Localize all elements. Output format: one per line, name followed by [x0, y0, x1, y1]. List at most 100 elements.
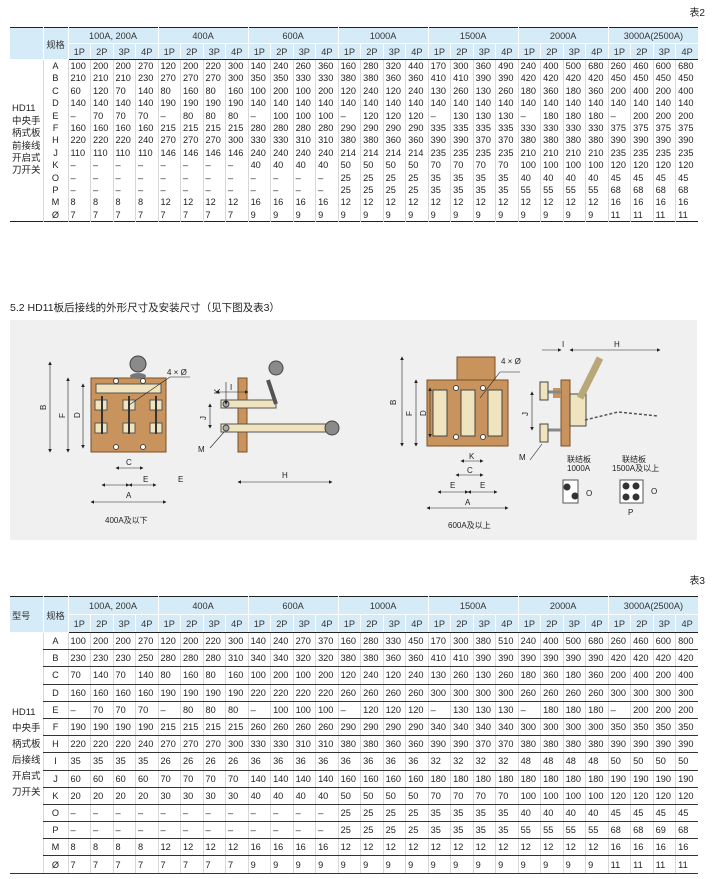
value-cell: 280 — [270, 122, 294, 135]
value-cell: 9 — [517, 208, 541, 222]
value-cell: 375 — [652, 122, 676, 135]
dimension-diagram-panel: B F D C E E A 4 × Ø 400A及以下 — [10, 320, 697, 540]
table-row: F 160 160 160 160 215 215 215 215 280 280 280 280 290… — [10, 122, 699, 135]
value-cell: 280 — [315, 122, 339, 135]
value-cell: 160 — [337, 59, 361, 73]
value-cell: 200 — [652, 109, 676, 123]
pole-header: 2P — [360, 614, 384, 633]
value-cell: 40 — [540, 171, 564, 185]
spec-cell: B — [42, 72, 68, 85]
value-cell: 160 — [382, 770, 406, 788]
value-cell: – — [315, 821, 339, 840]
value-cell: 9 — [292, 208, 316, 222]
value-cell: 420 — [585, 72, 609, 85]
value-cell: 235 — [652, 146, 676, 160]
link-plate-1000a: 联结板 1000A O — [562, 454, 592, 504]
value-cell: 290 — [337, 718, 361, 737]
spec-header: 规格 — [42, 596, 68, 633]
value-cell: 7 — [112, 208, 136, 222]
value-cell: 9 — [360, 208, 384, 222]
value-cell: 200 — [90, 632, 113, 651]
dim-label-j: J — [521, 412, 530, 416]
value-cell: 30 — [225, 787, 249, 805]
holes-label: 4 × Ø — [501, 357, 521, 366]
value-cell: 12 — [382, 838, 406, 857]
value-cell: 340 — [427, 718, 451, 737]
table-row: Ø 7 7 7 7 7 7 7 7 9 9 9 9 9 9 9 9 9 9 9 9 9 9 9 9 11 11 11 11 — [10, 855, 699, 874]
value-cell: – — [225, 804, 249, 823]
value-cell: 9 — [450, 855, 474, 874]
value-cell: 7 — [225, 855, 249, 874]
value-cell: 260 — [405, 684, 429, 702]
value-cell: – — [135, 159, 159, 172]
value-cell: 12 — [517, 838, 541, 857]
value-cell: 140 — [292, 770, 316, 788]
value-cell: – — [225, 171, 249, 185]
value-cell: 360 — [382, 134, 406, 147]
value-cell: 130 — [472, 109, 496, 123]
value-cell: 68 — [630, 821, 654, 840]
value-cell: 9 — [495, 855, 519, 874]
value-cell: 390 — [630, 735, 654, 754]
value-cell: 9 — [562, 208, 586, 222]
value-cell: 25 — [382, 821, 406, 840]
knob-base — [130, 373, 146, 379]
knob-icon — [129, 355, 147, 373]
value-cell: 360 — [382, 649, 406, 668]
value-cell: 50 — [405, 159, 429, 172]
value-cell: – — [67, 109, 91, 123]
value-cell: 50 — [360, 159, 384, 172]
value-cell: 380 — [517, 735, 541, 754]
model-label-line: 中央手 — [12, 115, 41, 127]
value-cell: 170 — [427, 632, 451, 651]
value-cell: 270 — [202, 72, 226, 85]
pole-header: 2P — [360, 43, 384, 60]
value-cell: 9 — [585, 855, 609, 874]
value-cell: 215 — [180, 718, 204, 737]
value-cell: 600 — [652, 59, 676, 73]
value-cell: 330 — [585, 122, 609, 135]
value-cell: 55 — [540, 821, 564, 840]
value-cell: 140 — [517, 97, 541, 110]
value-cell: 30 — [180, 787, 204, 805]
value-cell: – — [247, 171, 271, 185]
value-cell: 70 — [472, 787, 496, 805]
value-cell: 260 — [562, 684, 586, 702]
value-cell: 45 — [607, 171, 631, 185]
value-cell: 36 — [337, 752, 361, 771]
value-cell: 120 — [382, 666, 406, 685]
value-cell: 36 — [247, 752, 271, 771]
value-cell: 190 — [157, 97, 181, 110]
value-cell: 210 — [562, 146, 586, 160]
value-cell: 140 — [112, 97, 136, 110]
value-cell: 120 — [652, 159, 676, 172]
value-cell: 40 — [562, 804, 586, 823]
pole-header: 3P — [562, 43, 586, 60]
dim-label-d: D — [419, 410, 428, 416]
value-cell: 140 — [540, 97, 564, 110]
model-label-line: HD11 — [12, 706, 36, 718]
value-cell: – — [247, 109, 271, 123]
value-cell: – — [180, 804, 204, 823]
value-cell: 200 — [315, 666, 339, 685]
value-cell: 35 — [135, 752, 159, 771]
value-cell: 160 — [180, 84, 204, 98]
dim-label-h: H — [614, 340, 620, 349]
value-cell: 12 — [225, 196, 249, 209]
value-cell: 270 — [292, 632, 316, 651]
value-cell: 16 — [292, 838, 316, 857]
value-cell: 140 — [247, 632, 271, 651]
value-cell: 20 — [90, 787, 113, 805]
value-cell: 450 — [652, 72, 676, 85]
value-cell: – — [67, 821, 91, 840]
value-cell: 45 — [630, 804, 654, 823]
value-cell: 180 — [562, 109, 586, 123]
value-cell: – — [67, 701, 91, 719]
pole-header: 1P — [517, 614, 541, 633]
value-cell: 330 — [540, 122, 564, 135]
spec-cell: F — [42, 122, 68, 135]
value-cell: 180 — [562, 84, 586, 98]
value-cell: 36 — [292, 752, 316, 771]
value-cell: 200 — [315, 84, 339, 98]
value-cell: 260 — [270, 718, 294, 737]
